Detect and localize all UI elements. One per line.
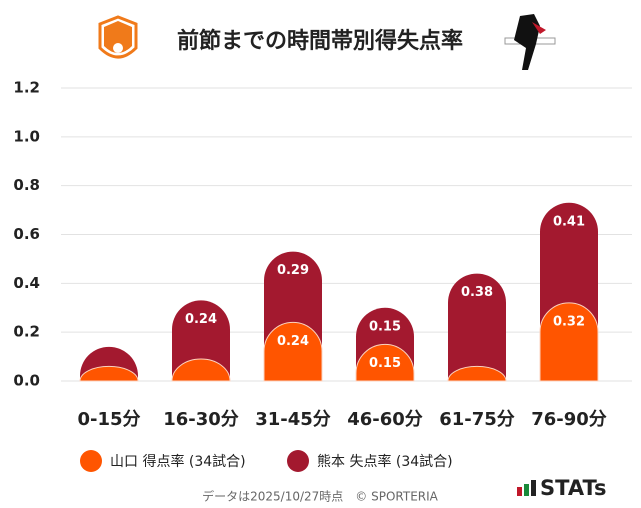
- y-tick-label: 1.2: [13, 79, 40, 97]
- value-label: 0.41: [553, 214, 585, 229]
- brand: STATs: [540, 476, 606, 500]
- legend-label: 熊本 失点率 (34試合): [317, 453, 453, 470]
- value-label: 0.24: [277, 334, 309, 349]
- y-tick-label: 0.0: [13, 372, 40, 390]
- x-tick-label: 31-45分: [255, 409, 331, 430]
- x-tick-label: 0-15分: [77, 409, 140, 430]
- y-tick-label: 0.2: [13, 323, 40, 341]
- value-label: 0.38: [461, 285, 493, 300]
- legend-swatch: [287, 450, 309, 472]
- bar: [79, 365, 139, 382]
- footer-note: データは2025/10/27時点 © SPORTERIA: [202, 489, 439, 504]
- home-logo: [98, 15, 138, 59]
- bar: [447, 365, 507, 382]
- bar: [448, 273, 506, 381]
- bar: [263, 321, 323, 382]
- y-tick-label: 0.8: [13, 176, 40, 194]
- legend-label: 山口 得点率 (34試合): [110, 453, 246, 470]
- bar: [172, 300, 230, 381]
- legend-swatch: [80, 450, 102, 472]
- value-label: 0.15: [369, 356, 401, 371]
- y-tick-label: 0.6: [13, 225, 40, 243]
- value-label: 0.24: [185, 312, 217, 327]
- x-tick-label: 46-60分: [347, 409, 423, 430]
- brand-logo: [517, 480, 536, 496]
- chart-title: 前節までの時間帯別得失点率: [177, 28, 463, 54]
- x-tick-label: 16-30分: [163, 409, 239, 430]
- value-label: 0.29: [277, 263, 309, 278]
- y-tick-label: 0.4: [13, 274, 40, 292]
- x-tick-label: 76-90分: [531, 409, 607, 430]
- value-label: 0.15: [369, 319, 401, 334]
- value-label: 0.32: [553, 314, 585, 329]
- bar: [355, 343, 415, 382]
- y-tick-label: 1.0: [13, 127, 40, 145]
- bar: [171, 358, 231, 382]
- away-logo: [504, 14, 556, 70]
- x-tick-label: 61-75分: [439, 409, 515, 430]
- bar: [539, 302, 599, 382]
